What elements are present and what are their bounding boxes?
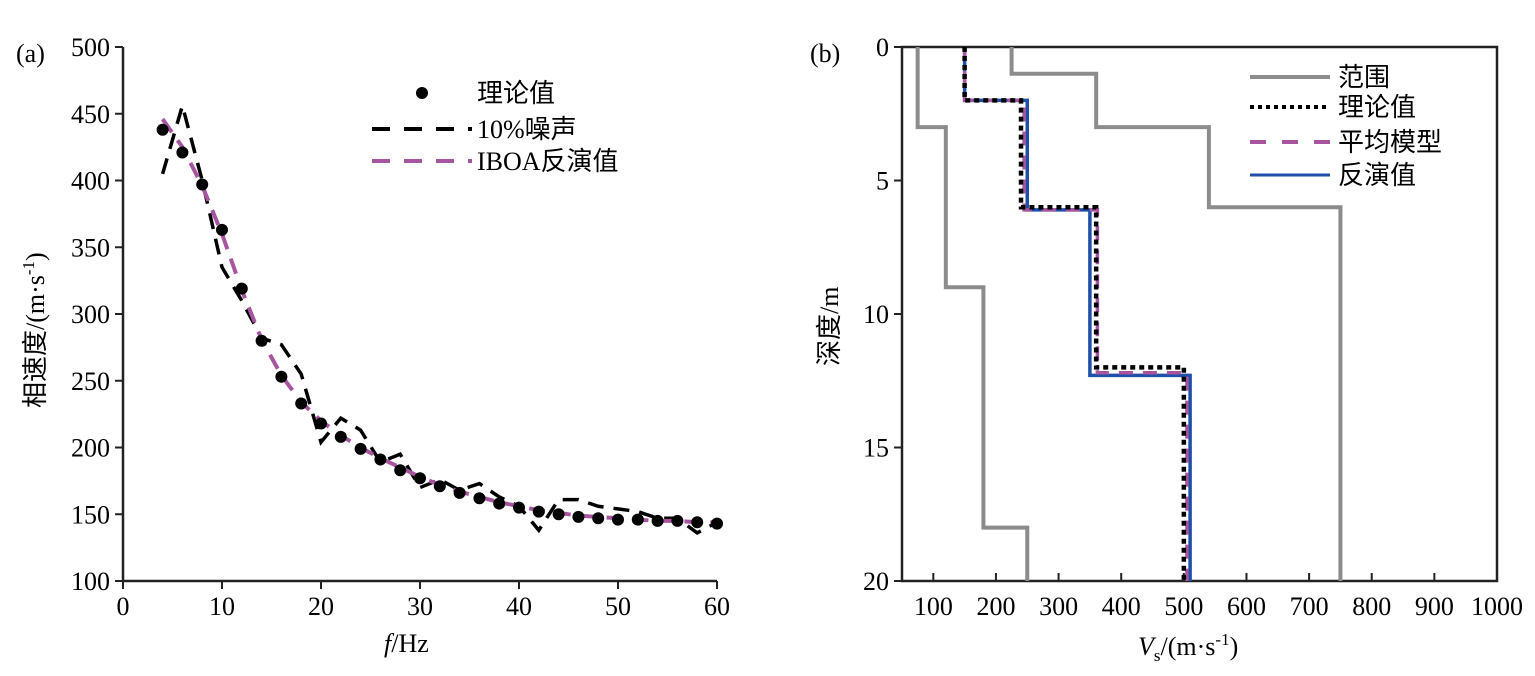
theory-point [493,497,506,510]
y-tick-label: 15 [863,434,889,463]
theory-point [532,505,545,518]
theory-point [235,282,248,295]
x-tick-label: 10 [209,592,235,621]
series-iboa-line [160,117,717,525]
x-tick-label: 0 [117,592,130,621]
panel-b-x-label: Vs/(m·s-1) [1138,630,1238,665]
legend-label-noise: 10%噪声 [477,115,577,144]
range-upper-bound-line [1009,47,1343,581]
x-tick-label: 300 [1039,592,1078,621]
x-tick-label: 100 [914,592,953,621]
x-tick-label: 200 [976,592,1015,621]
theory-point [612,513,624,526]
y-tick-label: 5 [876,167,889,196]
x-tick-label: 40 [506,592,532,621]
legend-label-theory: 理论值 [477,79,555,108]
theory-point [572,510,585,523]
theory-point [433,480,446,493]
panel-a-legend: 理论值 10%噪声 IBOA反演值 [372,79,619,176]
x-tick-label: 50 [605,592,631,621]
y-tick-label: 400 [71,167,110,196]
y-tick-label: 10 [863,300,889,329]
y-tick-label: 450 [71,100,110,129]
theory-point [592,512,605,525]
theory-point [295,397,308,410]
x-tick-label: 30 [407,592,433,621]
y-tick-label: 300 [71,300,110,329]
x-tick-label: 600 [1227,592,1266,621]
x-tick-label: 800 [1352,592,1391,621]
legend-label-mean: 平均模型 [1338,128,1442,157]
x-tick-label: 400 [1102,592,1141,621]
legend-label-iboa: IBOA反演值 [477,147,619,176]
panel-b-y-label: 深度/m [815,287,844,366]
legend-label-theory-b: 理论值 [1338,93,1416,122]
x-tick-label: 500 [1164,592,1203,621]
y-tick-label: 500 [71,33,110,62]
theory-point [255,334,268,347]
theory-point [176,146,189,159]
panel-b-legend: 范围 理论值 平均模型 反演值 [1250,63,1442,190]
theory-point [394,464,407,477]
legend-label-range: 范围 [1338,63,1390,92]
x-tick-label: 20 [308,592,334,621]
theory-point [552,508,565,521]
theory-point [711,517,723,530]
y-tick-label: 0 [876,33,889,62]
theory-point [513,501,525,514]
theory-point [334,430,347,443]
range-lower-bound-line [915,47,1030,581]
y-tick-label: 20 [863,567,889,596]
y-tick-label: 100 [71,567,110,596]
theory-point [374,453,387,466]
panel-a-x-label: f/Hz [384,629,429,658]
panel-a-y-label: 相速度/(m·s-1) [19,252,50,408]
x-tick-label: 700 [1290,592,1329,621]
x-tick-label: 60 [704,592,730,621]
theory-point [453,486,466,499]
theory-point [651,514,664,527]
legend-marker-theory [416,87,428,99]
panel-a-label: (a) [16,39,45,68]
theory-point [156,123,169,136]
panel-b-label: (b) [810,39,840,68]
theory-point [691,516,704,529]
theory-point [354,442,367,455]
y-tick-label: 150 [71,500,110,529]
theory-point [671,514,684,527]
panel-b: (b) 100 200 300 400 500 600 700 800 900 1000 0 5 10 1… [810,33,1523,665]
x-tick-label: 1000 [1471,592,1523,621]
theory-point [315,417,327,430]
theory-line [962,47,1187,581]
series-noise-line [160,99,718,536]
theory-point [414,472,426,485]
legend-label-inverted: 反演值 [1338,161,1416,190]
y-tick-label: 250 [71,367,110,396]
y-tick-label: 350 [71,233,110,262]
theory-point [216,223,228,236]
panel-a: (a) 0 10 20 30 40 50 60 100 150 200 250 300 350 400 45… [16,33,730,658]
theory-point [196,178,209,191]
x-tick-label: 900 [1415,592,1454,621]
theory-point [631,513,644,526]
mean-model-line [962,47,1189,581]
theory-point [275,370,288,383]
theory-point [473,492,486,505]
y-tick-label: 200 [71,434,110,463]
